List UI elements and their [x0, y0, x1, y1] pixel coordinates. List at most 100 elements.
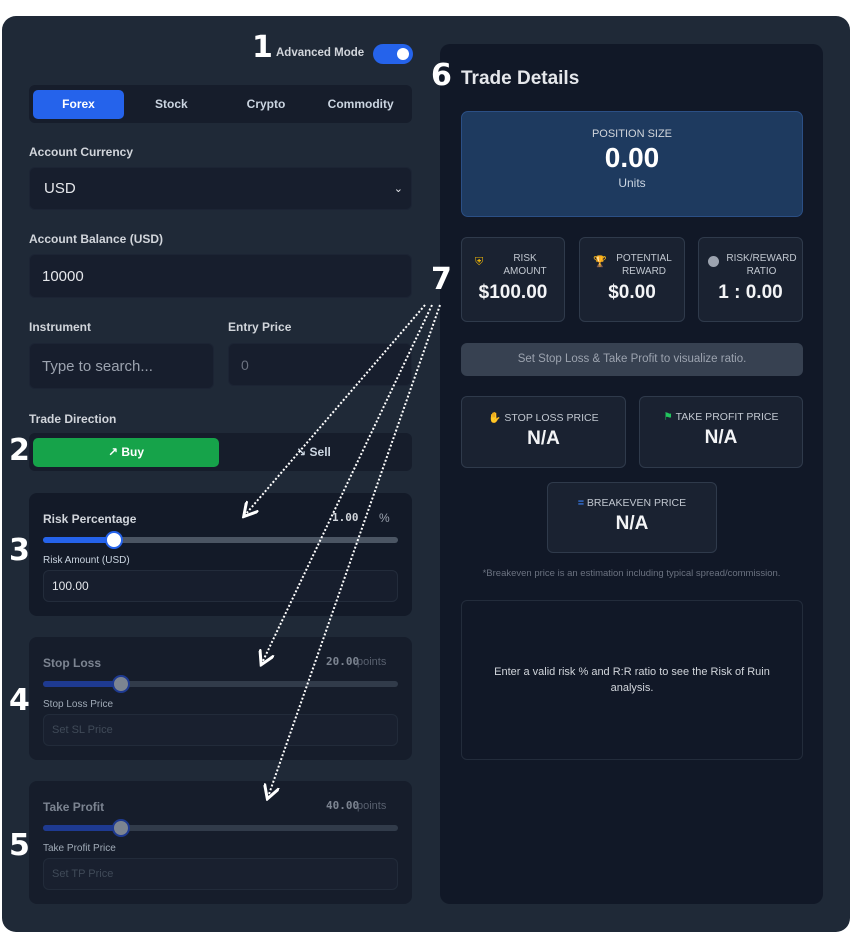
position-size-label: POSITION SIZE	[591, 128, 673, 140]
pie-chart-icon	[708, 256, 719, 267]
stop-loss-slider[interactable]	[43, 675, 398, 693]
potential-reward-label-2: REWARD	[621, 266, 667, 277]
slider-thumb[interactable]	[105, 531, 123, 549]
stop-loss-price-label: Stop Loss Price	[43, 699, 114, 710]
sl-price-label: STOP LOSS PRICE	[504, 412, 599, 424]
entry-price-label: Entry Price	[228, 320, 292, 334]
trade-direction-toggle: ↗ Buy ↘ Sell	[29, 433, 412, 471]
sell-button[interactable]: ↘ Sell	[219, 438, 408, 467]
rr-label-2: RATIO	[746, 266, 777, 277]
buy-label: Buy	[121, 444, 145, 459]
stop-loss-card: Stop Loss 20.00 points Stop Loss Price S…	[29, 637, 412, 760]
arrow-to-take-profit	[268, 304, 441, 797]
be-price-value: N/A	[615, 513, 649, 534]
advanced-mode-toggle[interactable]	[373, 44, 413, 64]
rr-ratio-result: 1 : 0.00	[718, 282, 783, 303]
slider-thumb[interactable]	[112, 819, 131, 837]
trending-down-icon: ↘	[296, 444, 310, 459]
take-profit-price-label: Take Profit Price	[43, 843, 116, 854]
sl-price-placeholder: Set SL Price	[52, 724, 113, 736]
risk-amount-label: Risk Amount (USD)	[43, 555, 130, 566]
risk-percentage-label: Risk Percentage	[43, 512, 137, 526]
take-profit-price-card: ⚑ TAKE PROFIT PRICE N/A	[639, 396, 803, 468]
flag-icon: ⚑	[663, 411, 673, 423]
risk-amount-result: $100.00	[478, 282, 548, 303]
risk-amount-label-2: AMOUNT	[503, 266, 547, 277]
potential-reward-card: 🏆 POTENTIAL REWARD $0.00	[579, 237, 685, 322]
take-profit-slider[interactable]	[43, 819, 398, 837]
sell-label: Sell	[309, 444, 331, 459]
account-balance-input[interactable]: 10000	[29, 254, 412, 298]
instrument-search-input[interactable]: Type to search...	[29, 343, 214, 389]
annotation-2: 2	[9, 433, 30, 468]
arrow-to-risk	[245, 304, 426, 515]
entry-price-input[interactable]: 0	[228, 343, 412, 386]
account-currency-label: Account Currency	[29, 145, 134, 159]
risk-of-ruin-message: Enter a valid risk % and R:R ratio to se…	[494, 666, 770, 694]
annotation-4: 4	[9, 683, 30, 718]
balance-value: 10000	[42, 267, 84, 285]
trophy-icon: 🏆	[593, 256, 607, 268]
annotation-1: 1	[252, 30, 273, 65]
risk-percentage-value: 1.00	[332, 511, 359, 524]
stop-loss-price-input[interactable]: Set SL Price	[43, 714, 398, 746]
rr-label-1: RISK/REWARD	[726, 253, 797, 264]
position-size-unit: Units	[618, 176, 646, 190]
advanced-mode-label: Advanced Mode	[276, 47, 365, 59]
tp-price-value: N/A	[704, 427, 738, 448]
stop-loss-unit: points	[357, 656, 387, 668]
hand-stop-icon: ✋	[488, 412, 502, 424]
trade-details-panel: 6 Trade Details POSITION SIZE 0.00 Units…	[431, 44, 823, 904]
sl-price-value: N/A	[527, 428, 560, 449]
buy-button[interactable]: ↗ Buy	[33, 437, 219, 467]
ratio-visualization-hint: Set Stop Loss & Take Profit to visualize…	[461, 343, 803, 376]
position-size-card: POSITION SIZE 0.00 Units	[461, 111, 803, 217]
slider-fill	[43, 681, 122, 687]
stop-loss-price-card: ✋ STOP LOSS PRICE N/A	[461, 396, 626, 468]
tab-stock[interactable]: Stock	[154, 96, 188, 111]
annotation-7: 7	[431, 262, 452, 297]
risk-amount-card: ⛨ RISK AMOUNT $100.00	[461, 237, 565, 322]
risk-of-ruin-panel: Enter a valid risk % and R:R ratio to se…	[461, 600, 803, 760]
take-profit-price-input[interactable]: Set TP Price	[43, 858, 398, 890]
risk-amount-value: 100.00	[52, 579, 89, 593]
instrument-label: Instrument	[29, 320, 92, 334]
tp-price-label: TAKE PROFIT PRICE	[675, 411, 779, 423]
tp-price-placeholder: Set TP Price	[52, 868, 114, 880]
arrow-to-stop-loss	[262, 304, 433, 663]
annotation-6: 6	[431, 58, 452, 93]
stop-loss-label: Stop Loss	[43, 656, 102, 670]
chevron-down-icon: ⌄	[393, 183, 403, 195]
risk-unit: %	[379, 511, 390, 525]
shield-icon: ⛨	[475, 256, 484, 268]
risk-percentage-card: Risk Percentage 1.00 % Risk Amount (USD)…	[29, 493, 412, 616]
slider-thumb[interactable]	[112, 675, 131, 693]
currency-value: USD	[44, 180, 76, 197]
annotation-5: 5	[9, 828, 30, 863]
annotation-3: 3	[9, 533, 30, 568]
instrument-placeholder: Type to search...	[42, 357, 153, 375]
trade-direction-label: Trade Direction	[29, 412, 117, 426]
slider-fill	[43, 537, 114, 543]
tab-forex[interactable]: Forex	[33, 89, 124, 119]
tab-commodity[interactable]: Commodity	[327, 96, 394, 111]
equals-icon: =	[577, 497, 584, 509]
stop-loss-value: 20.00	[326, 655, 360, 668]
account-balance-label: Account Balance (USD)	[29, 232, 164, 246]
potential-reward-result: $0.00	[608, 282, 656, 303]
potential-reward-label-1: POTENTIAL	[616, 253, 672, 264]
account-currency-select[interactable]: USD ⌄	[29, 167, 412, 210]
tab-crypto[interactable]: Crypto	[246, 96, 286, 111]
take-profit-card: Take Profit 40.00 points Take Profit Pri…	[29, 781, 412, 904]
breakeven-note: *Breakeven price is an estimation includ…	[482, 568, 781, 579]
trade-details-title: Trade Details	[461, 68, 580, 89]
entry-price-placeholder: 0	[241, 356, 249, 373]
asset-class-tabs: Forex Stock Crypto Commodity	[29, 85, 412, 123]
trending-up-icon: ↗	[107, 444, 122, 459]
take-profit-unit: points	[357, 800, 387, 812]
breakeven-price-card: = BREAKEVEN PRICE N/A	[547, 482, 717, 553]
position-size-value: 0.00	[604, 142, 660, 173]
risk-slider[interactable]	[43, 531, 398, 549]
take-profit-label: Take Profit	[43, 800, 105, 814]
